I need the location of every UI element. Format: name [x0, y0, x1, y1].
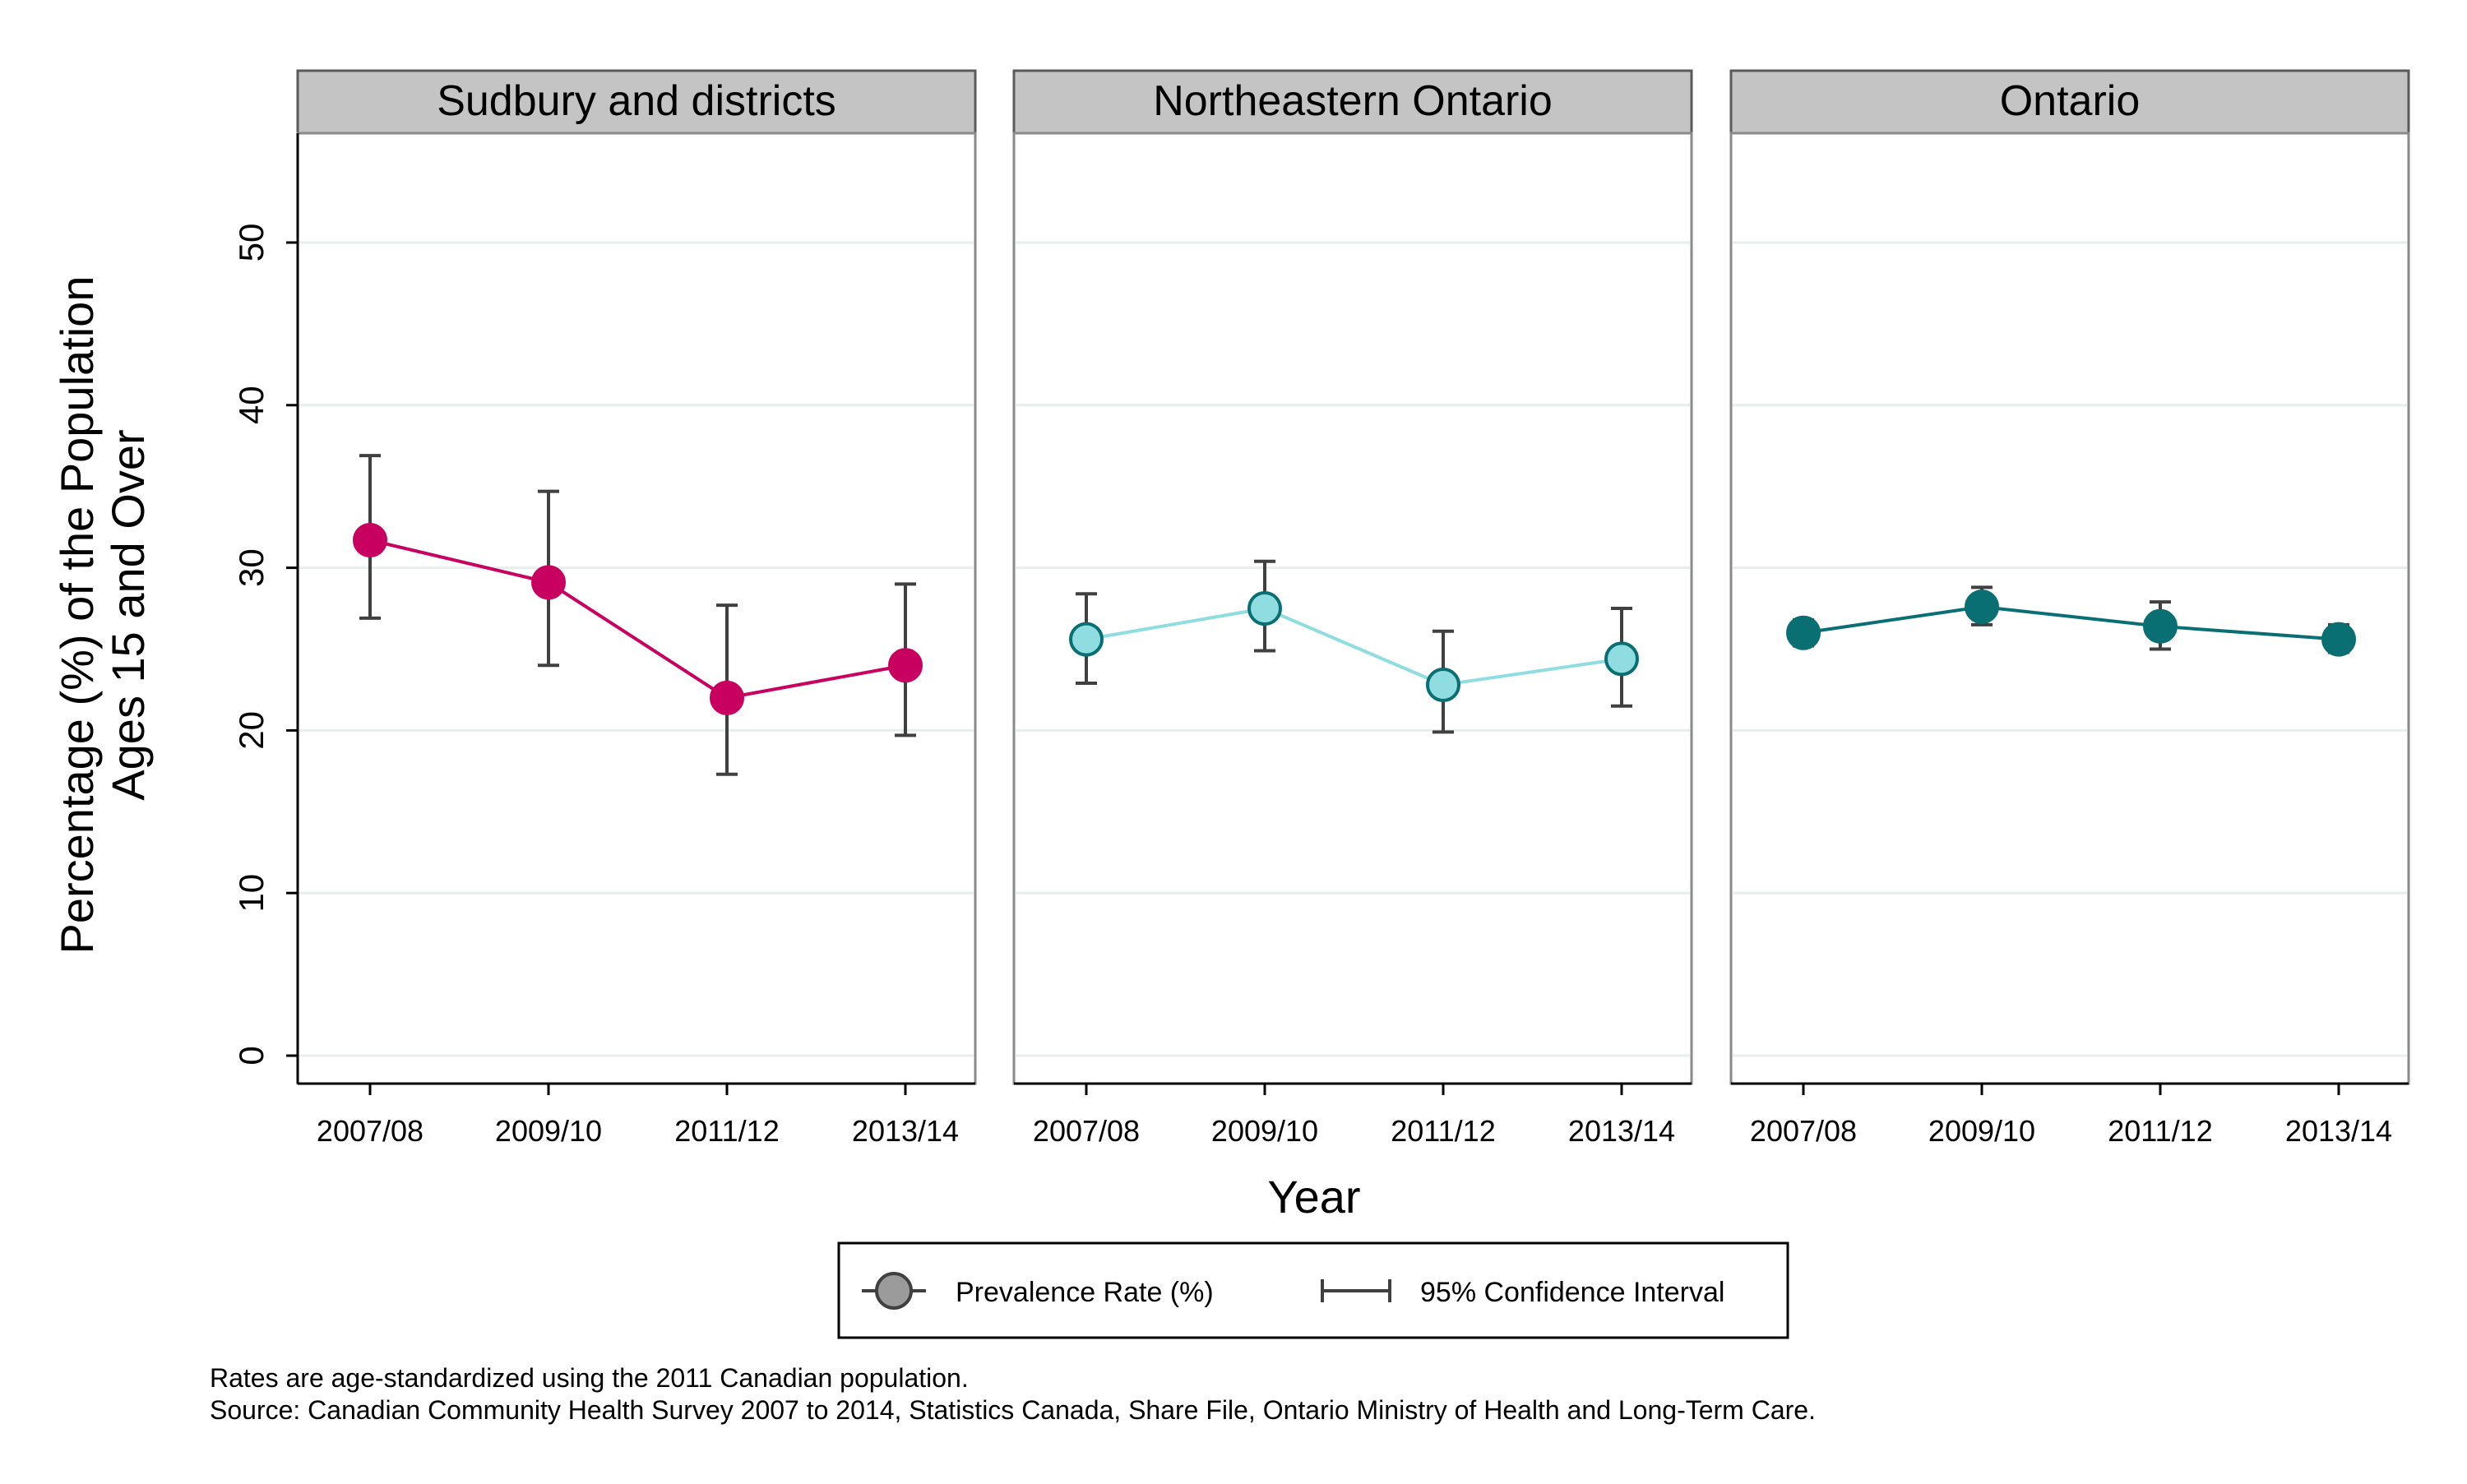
y-tick-label: 10: [232, 874, 271, 913]
plot-area: [1012, 132, 1693, 1085]
data-point: [1604, 641, 1639, 677]
y-axis-title-line-2: Ages 15 and Over: [102, 429, 154, 800]
series-line: [1803, 605, 2340, 641]
x-tick-label: 2009/10: [495, 1114, 602, 1148]
footnote-source: Source: Canadian Community Health Survey…: [210, 1395, 1816, 1425]
panel-1: Sudbury and districts 2007/08 2009/10 2011/…: [232, 69, 977, 1148]
x-tick-label: 2007/08: [317, 1114, 424, 1148]
footnote-rates: Rates are age-standardized using the 201…: [210, 1363, 969, 1393]
data-point: [1965, 589, 1999, 625]
legend: Prevalence Rate (%) 95% Confidence Inter…: [837, 1241, 1789, 1339]
y-tick-label: 50: [232, 224, 271, 262]
data-point: [1426, 668, 1460, 703]
y-tick-label: 30: [232, 548, 271, 587]
plot-area: [1729, 132, 2410, 1085]
x-axis-title: Year: [1267, 1171, 1360, 1223]
x-tick-label: 2009/10: [1928, 1114, 2035, 1148]
data-point: [1786, 615, 1821, 650]
panel-3: Ontario 2007/08 2009/10 2011/12 2013/14: [1729, 69, 2410, 1148]
data-point: [710, 680, 744, 715]
x-tick-label: 2013/14: [852, 1114, 959, 1148]
x-tick-label: 2013/14: [2285, 1114, 2392, 1148]
data-point: [1069, 622, 1104, 657]
data-point: [888, 648, 923, 683]
panel-title: Northeastern Ontario: [1153, 77, 1553, 125]
y-tick-label: 0: [232, 1046, 271, 1065]
x-tick-label: 2011/12: [1391, 1114, 1495, 1148]
data-point: [1247, 591, 1282, 626]
panel-header: [1729, 69, 2410, 135]
legend-ci-label: 95% Confidence Interval: [1420, 1277, 1724, 1308]
x-tick-label: 2009/10: [1211, 1114, 1318, 1148]
x-tick-label: 2011/12: [2108, 1114, 2212, 1148]
panel-title: Ontario: [2000, 77, 2141, 125]
series-line: [1085, 606, 1622, 687]
plot-area: [296, 132, 977, 1085]
legend-prevalence-label: Prevalence Rate (%): [956, 1277, 1214, 1308]
legend-box: [837, 1241, 1789, 1339]
data-point: [2321, 622, 2356, 657]
data-point: [2143, 608, 2178, 644]
panel-header: [296, 69, 977, 135]
y-tick-label: 40: [232, 386, 271, 424]
data-point: [353, 522, 387, 557]
panels-layer: Sudbury and districts 2007/08 2009/10 2011/…: [232, 69, 2410, 1148]
x-tick-label: 2011/12: [674, 1114, 779, 1148]
panel-2: Northeastern Ontario 2007/08 2009/10 2011/1…: [1012, 69, 1693, 1148]
x-tick-label: 2013/14: [1568, 1114, 1675, 1148]
panel-title: Sudbury and districts: [437, 77, 836, 125]
y-axis-title-line-1: Percentage (%) of the Population: [51, 276, 103, 955]
data-point: [531, 565, 566, 600]
panel-header: [1012, 69, 1693, 135]
series-line: [369, 539, 906, 700]
y-tick-label: 20: [232, 711, 271, 750]
x-tick-label: 2007/08: [1033, 1114, 1140, 1148]
x-tick-label: 2007/08: [1750, 1114, 1857, 1148]
legend-prevalence-marker: [875, 1272, 913, 1310]
